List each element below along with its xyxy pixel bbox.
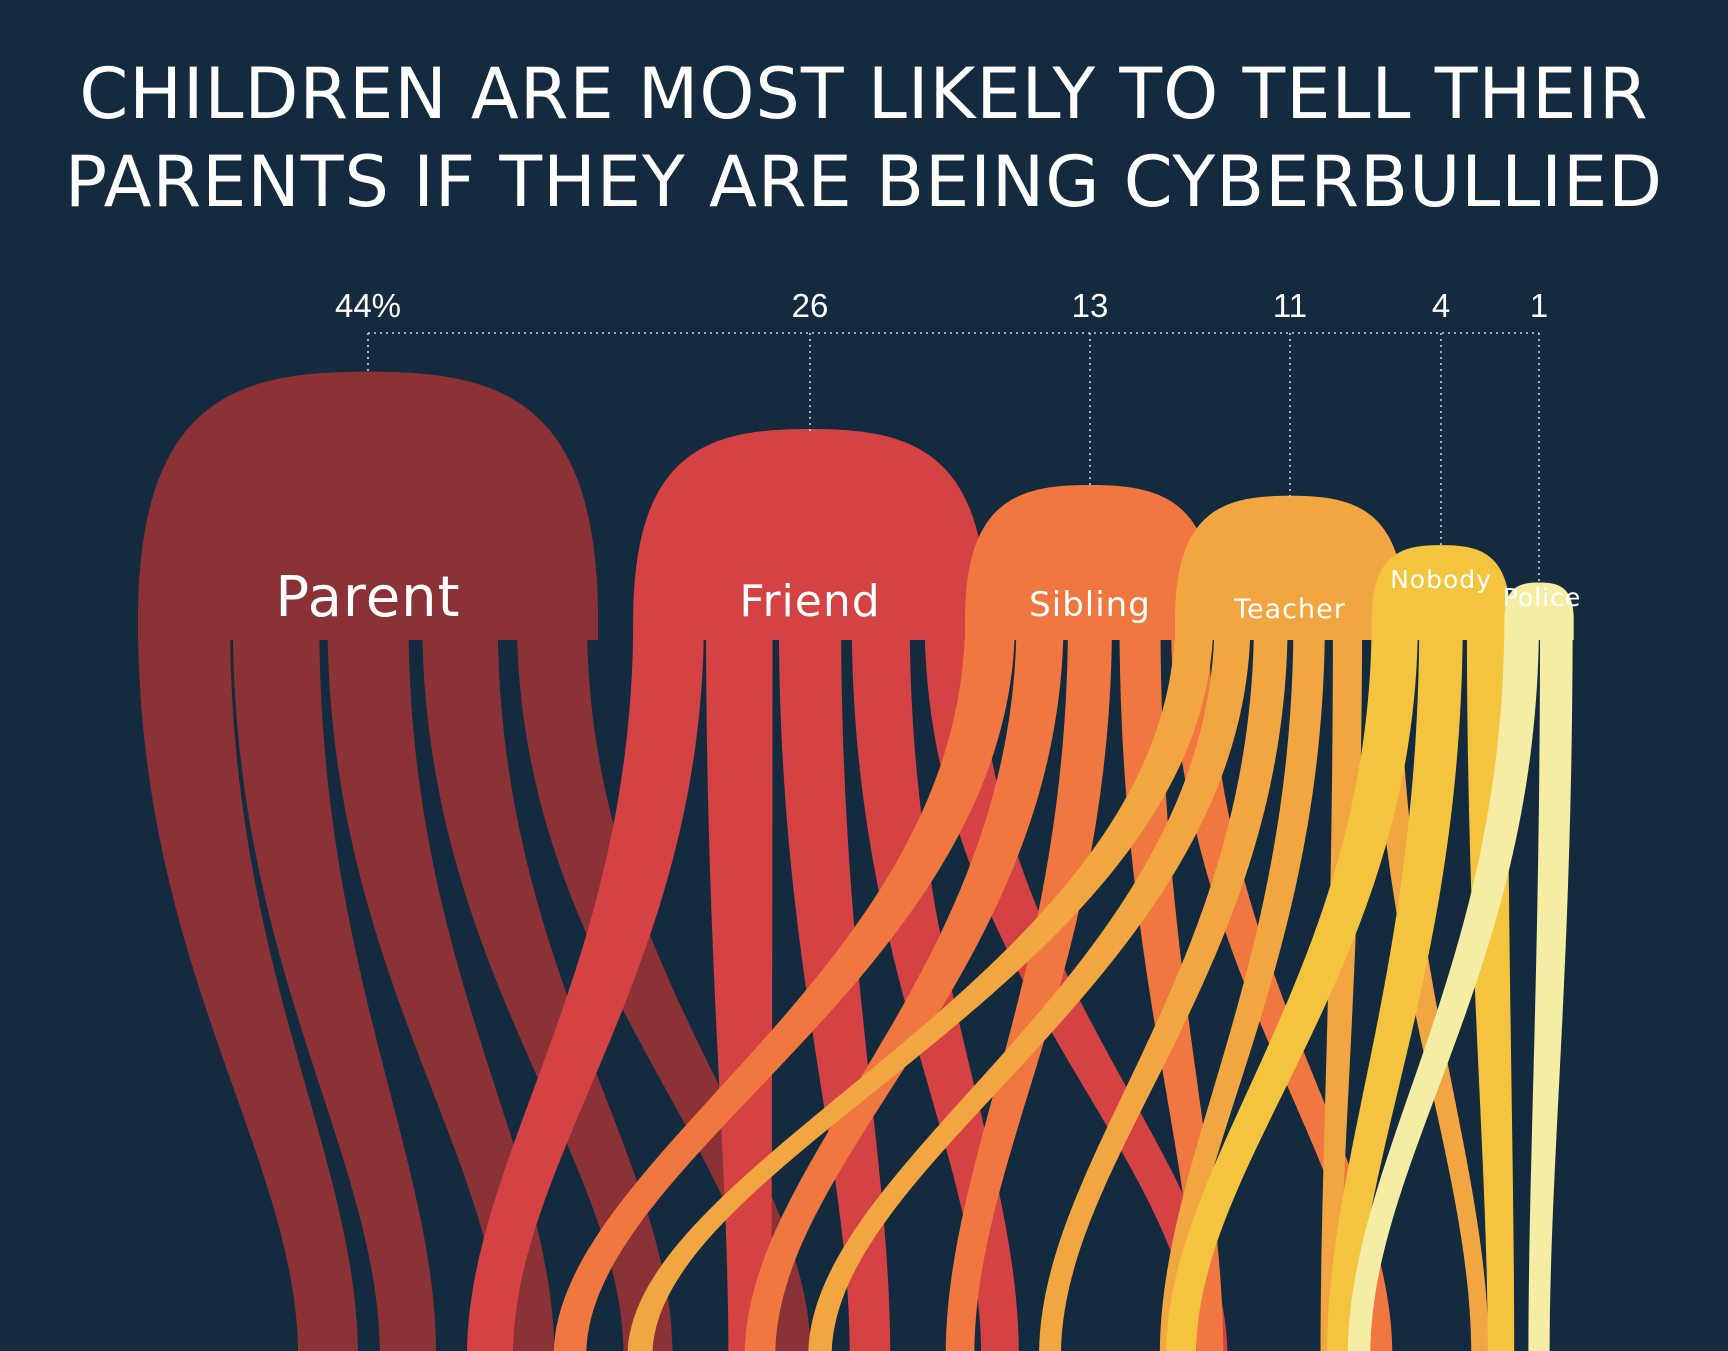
value-label-teacher: 11 [1273,287,1307,324]
bell-parent [138,371,598,640]
bell-friend [633,429,987,640]
bell-police [1504,582,1574,640]
value-label-parent: 44% [335,287,401,324]
tentacle-sibling [945,620,1112,1351]
category-label-sibling: Sibling [1029,585,1151,625]
bell-nobody [1371,545,1511,640]
category-label-nobody: Nobody [1390,565,1492,594]
tentacle-teacher [808,620,1251,1351]
tentacle-sibling [554,620,1015,1351]
chart-title-line-1: CHILDREN ARE MOST LIKELY TO TELL THEIR [79,53,1649,135]
value-label-sibling: 13 [1072,287,1109,324]
tentacle-friend [467,620,704,1351]
tentacle-teacher [1320,620,1363,1351]
tentacle-layer [138,620,1573,1351]
tentacle-friend [706,620,773,1351]
tentacle-parent [327,620,555,1351]
value-label-nobody: 4 [1432,287,1450,324]
bell-teacher [1175,495,1405,640]
tentacle-teacher [627,620,1214,1351]
bell-layer [138,371,1574,640]
category-label-friend: Friend [739,576,880,627]
tentacle-teacher [1159,620,1325,1351]
value-label-friend: 26 [792,287,829,324]
chart-title-line-2: PARENTS IF THEY ARE BEING CYBERBULLIED [64,141,1664,223]
tentacle-police [1347,620,1539,1351]
tentacle-sibling [744,620,1064,1351]
label-layer: 44% Parent 26 Friend 13 Sibling 11 Teacher 4 Nobo… [275,287,1582,630]
tentacle-teacher [1039,620,1288,1351]
tentacle-nobody [1326,620,1463,1351]
leader-line-layer [367,332,1540,585]
category-label-parent: Parent [275,565,460,630]
tentacle-parent [232,620,437,1351]
tentacle-parent [422,620,673,1351]
chart-title: CHILDREN ARE MOST LIKELY TO TELL THEIR P… [0,50,1728,226]
category-label-police: Police [1503,583,1582,612]
value-label-police: 1 [1530,287,1548,324]
tentacle-teacher [1372,620,1489,1351]
tentacle-nobody [1166,620,1418,1351]
bell-sibling [964,484,1216,640]
tentacle-police [1528,620,1573,1351]
category-label-teacher: Teacher [1233,594,1346,625]
tentacle-parent [138,620,358,1351]
